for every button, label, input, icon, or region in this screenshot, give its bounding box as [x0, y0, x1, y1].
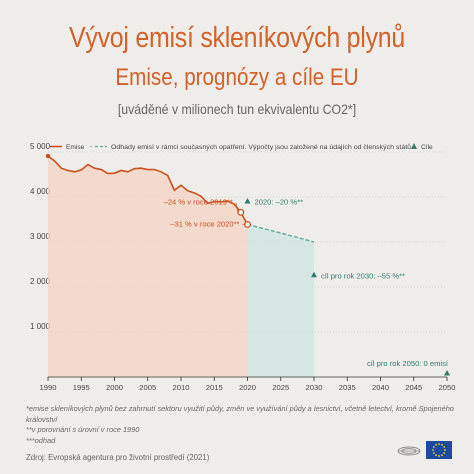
target-marker	[244, 198, 251, 204]
chart-marks	[45, 153, 450, 376]
x-tick-label: 1990	[40, 383, 57, 392]
target-label: cíl pro rok 2030: –55 %**	[321, 271, 405, 280]
x-axis: 1990 1995 2000 2005 2010 2015 2020 2025 2030 2035…	[40, 376, 456, 392]
x-tick-label: 2010	[173, 383, 190, 392]
legend-target-label: Cíle	[421, 144, 433, 151]
unit-note: [uváděné v milionech tun ekvivalentu CO2…	[117, 101, 357, 117]
emissions-line	[47, 155, 249, 225]
x-tick-label: 2025	[272, 383, 289, 392]
eu-star	[432, 449, 434, 451]
annotation-marker	[237, 208, 245, 216]
source-note: Zdroj: Evropská agentura pro životní pro…	[26, 453, 210, 462]
target-label: cíl pro rok 2050: 0 emisí	[367, 359, 449, 368]
eu-star	[443, 446, 446, 448]
eu-star	[432, 446, 435, 448]
target-marker	[311, 271, 317, 278]
annotation-leader	[235, 202, 239, 213]
projection-area	[247, 224, 314, 377]
target-label: 2020: –20 %**	[255, 198, 304, 207]
eu-star	[438, 455, 440, 457]
emissions-chart: 1 000 2 000 3 000 4 000 5 000 1990 1995 2000 20…	[30, 142, 456, 392]
eu-star	[435, 454, 437, 457]
chart-lines	[47, 155, 315, 243]
annotation-label: –24 % v roce 2019**	[164, 197, 233, 206]
page-title: Vývoj emisí skleníkových plynů	[68, 22, 406, 54]
eu-star	[432, 452, 435, 454]
x-tick-label: 2000	[106, 383, 123, 392]
eu-flag-icon	[426, 441, 452, 459]
target-marker	[444, 370, 450, 376]
eu-star	[435, 443, 437, 446]
eu-star	[444, 449, 446, 451]
y-tick-label: 1 000	[30, 322, 51, 331]
european-parliament-logo	[397, 446, 421, 456]
projection-line	[247, 223, 315, 243]
x-tick-label: 2050	[439, 383, 456, 392]
footnote-2: **v porovnání s úrovní v roce 1990	[26, 425, 140, 434]
x-tick-label: 2020	[239, 383, 256, 392]
legend-target-swatch	[411, 143, 417, 149]
eu-star	[443, 452, 446, 454]
eu-star	[441, 443, 443, 446]
eu-star	[441, 454, 443, 457]
annotation-marker	[244, 220, 251, 228]
x-tick-label: 2030	[306, 383, 323, 392]
data-point-1990	[45, 153, 51, 159]
x-tick-label: 2015	[206, 383, 223, 392]
x-tick-label: 2040	[372, 383, 389, 392]
footnote-3: ***odhad	[26, 435, 56, 445]
chart-labels: –24 % v roce 2019** –31 % v roce 2020** 20…	[164, 197, 449, 368]
x-tick-label: 2035	[339, 383, 356, 392]
eu-star	[438, 443, 440, 445]
emissions-area	[48, 156, 248, 377]
legend-projection-label: Odhady emisí v rámci současných opatření…	[111, 144, 412, 151]
y-tick-label: 2 000	[30, 277, 51, 286]
y-tick-label: 5 000	[30, 142, 51, 151]
x-tick-label: 2045	[405, 383, 422, 392]
page-subtitle: Emise, prognózy a cíle EU	[115, 64, 359, 91]
chart-legend: Emise Odhady emisí v rámci současných opa…	[50, 143, 433, 151]
x-tick-label: 1995	[73, 383, 90, 392]
y-tick-label: 3 000	[30, 232, 51, 241]
y-tick-label: 4 000	[30, 187, 51, 196]
x-tick-label: 2005	[139, 383, 156, 392]
chart-areas	[48, 156, 314, 377]
footnotes: *emise skleníkových plynů bez zahrnutí s…	[26, 404, 466, 446]
annotation-label: –31 % v roce 2020**	[170, 219, 239, 228]
footnote-1: *emise skleníkových plynů bez zahrnutí s…	[26, 404, 454, 424]
legend-emissions-label: Emise	[66, 144, 85, 151]
